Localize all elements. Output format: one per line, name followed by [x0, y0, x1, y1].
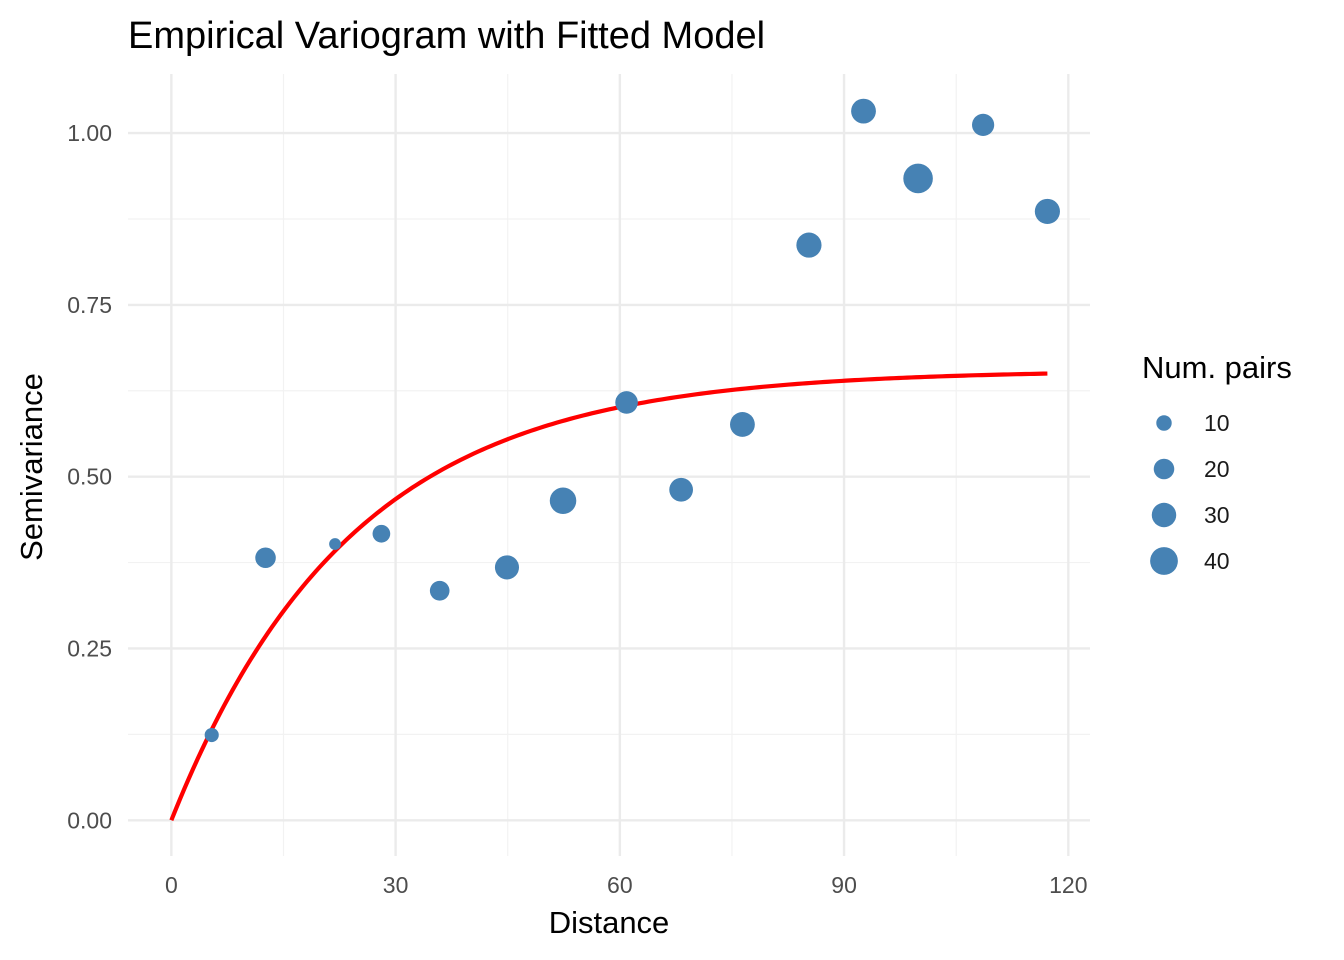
x-axis-tick-labels: 0 30 60 90 120	[165, 872, 1088, 898]
y-tick-label: 0.25	[67, 635, 112, 661]
fitted-model-line	[169, 371, 1048, 822]
data-point	[494, 555, 520, 580]
y-tick-label: 0.00	[67, 807, 112, 833]
y-tick-label: 0.50	[67, 464, 112, 490]
legend-label: 30	[1204, 502, 1230, 528]
legend-key	[1156, 415, 1172, 431]
data-point	[1034, 198, 1060, 225]
fitted-model-layer	[169, 371, 1048, 822]
data-point	[730, 412, 755, 437]
minor-grid	[128, 74, 1090, 856]
legend: Num. pairs 10 20 30 40	[1142, 350, 1292, 575]
y-axis-title: Semivariance	[14, 373, 49, 561]
y-tick-label: 1.00	[67, 120, 112, 146]
data-point	[429, 580, 450, 601]
x-tick-label: 90	[831, 872, 857, 898]
chart-title: Empirical Variogram with Fitted Model	[128, 15, 765, 57]
y-axis-tick-labels: 0.00 0.25 0.50 0.75 1.00	[67, 120, 112, 833]
data-point	[851, 98, 876, 124]
data-point	[372, 524, 391, 543]
data-point	[972, 113, 995, 136]
legend-label: 20	[1204, 456, 1230, 482]
x-tick-label: 60	[607, 872, 633, 898]
y-tick-label: 0.75	[67, 292, 112, 318]
data-points-layer	[204, 98, 1060, 743]
legend-label: 40	[1204, 548, 1230, 574]
data-point	[615, 391, 638, 414]
legend-title: Num. pairs	[1142, 350, 1292, 385]
legend-key	[1150, 547, 1178, 575]
x-tick-label: 120	[1049, 872, 1087, 898]
data-point	[903, 163, 933, 194]
data-point	[549, 487, 577, 514]
major-grid	[128, 74, 1090, 856]
data-point	[796, 232, 822, 258]
data-point	[204, 727, 219, 743]
x-tick-label: 0	[165, 872, 178, 898]
x-axis-title: Distance	[549, 905, 670, 940]
data-point	[329, 538, 341, 550]
legend-key	[1151, 502, 1177, 528]
legend-label: 10	[1204, 410, 1230, 436]
data-point	[669, 477, 693, 502]
data-point	[255, 547, 276, 569]
legend-key	[1153, 458, 1175, 480]
x-tick-label: 30	[383, 872, 409, 898]
